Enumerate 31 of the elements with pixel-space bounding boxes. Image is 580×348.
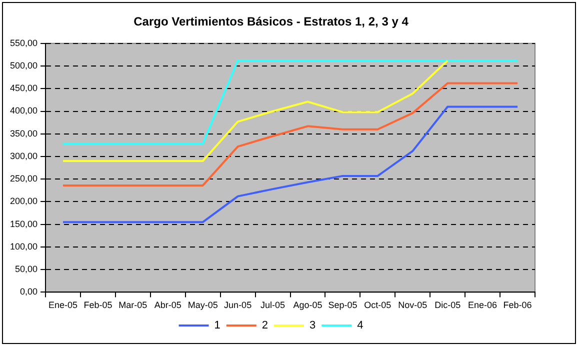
y-tick-label: 450,00	[10, 83, 38, 94]
x-tick-label: Jul-05	[260, 300, 286, 310]
x-tick-label: Feb-06	[503, 300, 532, 310]
y-tick-label: 400,00	[10, 106, 38, 116]
x-tick-label: Ago-05	[293, 300, 322, 310]
x-tick-label: Dic-05	[434, 300, 461, 310]
x-tick-label: Abr-05	[154, 300, 182, 310]
y-tick-label: 100,00	[10, 241, 38, 252]
x-tick-label: Jun-05	[224, 300, 252, 310]
y-tick-label: 0,00	[20, 286, 38, 297]
x-tick-label: Nov-05	[398, 300, 428, 310]
y-tick-label: 150,00	[10, 218, 38, 229]
y-tick-label: 250,00	[10, 174, 38, 184]
legend-label: 2	[262, 320, 268, 332]
x-tick-label: Oct-05	[364, 300, 392, 310]
legend-label: 3	[310, 320, 316, 332]
y-tick-label: 500,00	[10, 60, 38, 71]
y-tick-label: 550,00	[10, 38, 38, 48]
y-tick-label: 50,00	[14, 264, 38, 274]
x-tick-label: Sep-05	[328, 300, 358, 310]
y-tick-label: 300,00	[10, 150, 38, 161]
x-tick-label: Ene-06	[468, 300, 498, 310]
y-tick-label: 350,00	[10, 128, 38, 138]
x-tick-label: Mar-05	[118, 300, 148, 310]
legend-label: 1	[214, 320, 220, 332]
chart-title: Cargo Vertimientos Básicos - Estratos 1, 2, 3 y 4	[134, 14, 409, 29]
x-tick-label: Ene-05	[48, 300, 78, 310]
y-tick-label: 200,00	[10, 196, 38, 206]
legend-label: 4	[357, 320, 364, 332]
x-tick-label: May-05	[188, 300, 218, 310]
x-tick-label: Feb-05	[84, 300, 112, 310]
